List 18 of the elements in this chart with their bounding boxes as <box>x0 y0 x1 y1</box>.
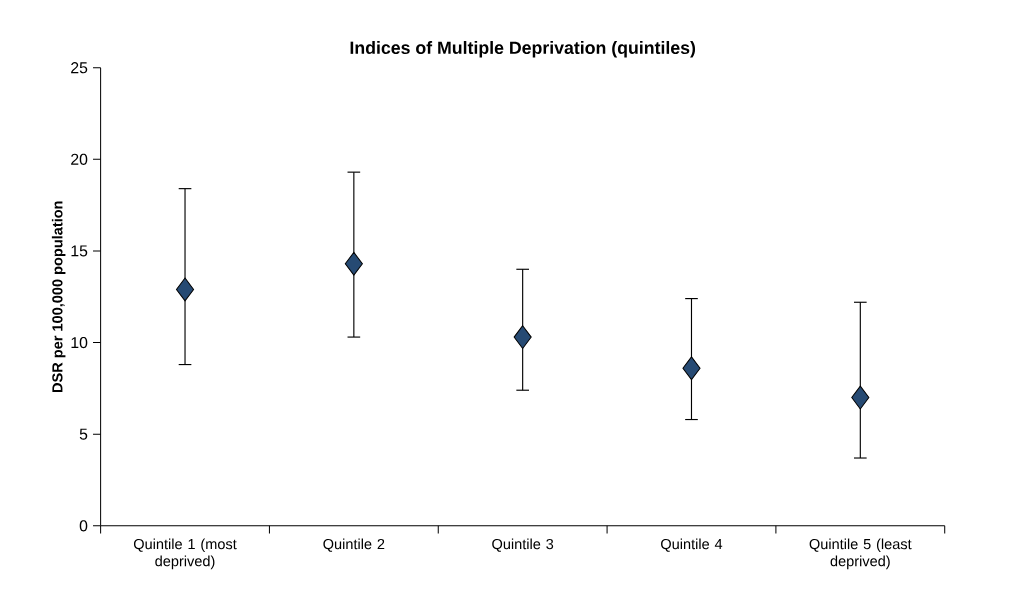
y-tick-label: 20 <box>71 153 88 165</box>
point <box>851 385 870 410</box>
x-tick-label: Quintile 2 <box>323 538 385 552</box>
x-tick-label: Quintile 3 <box>492 538 554 552</box>
y-tick-label: 25 <box>71 62 88 74</box>
chart-title: Indices of Multiple Deprivation (quintiles) <box>350 40 696 58</box>
point <box>175 277 195 302</box>
y-tick-label: 10 <box>71 336 88 349</box>
x-tick-label: Quintile 1 (most deprived) <box>133 538 237 570</box>
point <box>513 325 532 349</box>
x-tick-label: Quintile 4 <box>661 538 723 552</box>
y-tick-label: 15 <box>71 245 88 257</box>
y-axis-title: DSR per 100,000 population <box>51 201 66 392</box>
y-tick-label: 0 <box>79 520 88 532</box>
point <box>344 251 363 276</box>
point <box>682 356 701 381</box>
x-tick-label: Quintile 5 (least deprived) <box>809 538 912 570</box>
y-tick-label: 5 <box>79 428 88 440</box>
